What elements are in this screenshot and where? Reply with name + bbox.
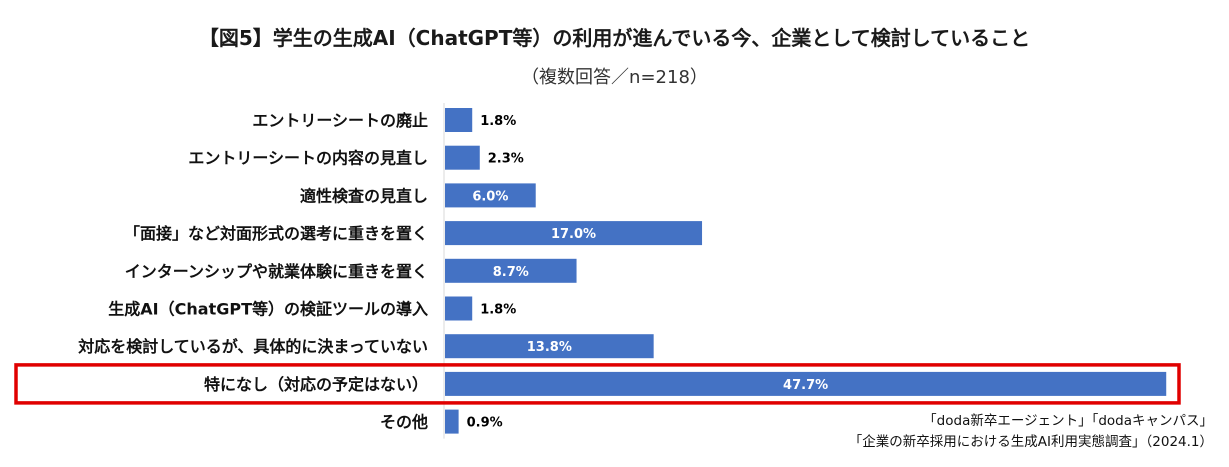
value-label: 1.8% [480,303,516,318]
category-label: 特になし（対応の予定はない） [204,375,428,394]
bar [445,221,703,246]
source-note: 「doda新卒エージェント」「dodaキャンパス」 「企業の新卒採用における生成… [849,411,1213,453]
category-label: 適性検査の見直し [300,186,428,205]
source-line-1: 「doda新卒エージェント」「dodaキャンパス」 [923,413,1213,429]
bar [445,296,473,321]
bar [445,108,473,132]
bar [445,409,459,434]
value-label: 47.7% [783,378,828,393]
bar [445,371,1167,396]
category-label: その他 [380,413,428,432]
value-label: 6.0% [472,189,508,204]
category-label: エントリーシートの廃止 [252,111,428,130]
bar [445,334,654,359]
bar [445,258,577,283]
bar [445,183,536,208]
category-label: インターンシップや就業体験に重きを置く [125,262,428,281]
chart-subtitle: （複数回答／n=218） [521,67,708,88]
category-label: エントリーシートの内容の見直し [188,149,428,168]
category-label: 「面接」など対面形式の選考に重きを置く [124,224,428,243]
category-label: 対応を検討しているが、具体的に決まっていない [77,337,428,356]
value-label: 8.7% [493,265,529,280]
highlight-box [14,363,1181,405]
value-label: 17.0% [551,227,596,242]
bar [445,145,480,170]
value-label: 1.8% [480,114,516,129]
chart-title: 【図5】学生の生成AI（ChatGPT等）の利用が進んでいる今、企業として検討し… [198,26,1031,50]
source-line-2: 「企業の新卒採用における生成AI利用実態調査」（2024.1） [848,434,1213,450]
category-label: 生成AI（ChatGPT等）の検証ツールの導入 [108,300,428,319]
value-label: 0.9% [467,416,503,431]
value-label: 2.3% [488,152,524,167]
value-label: 13.8% [527,340,572,355]
